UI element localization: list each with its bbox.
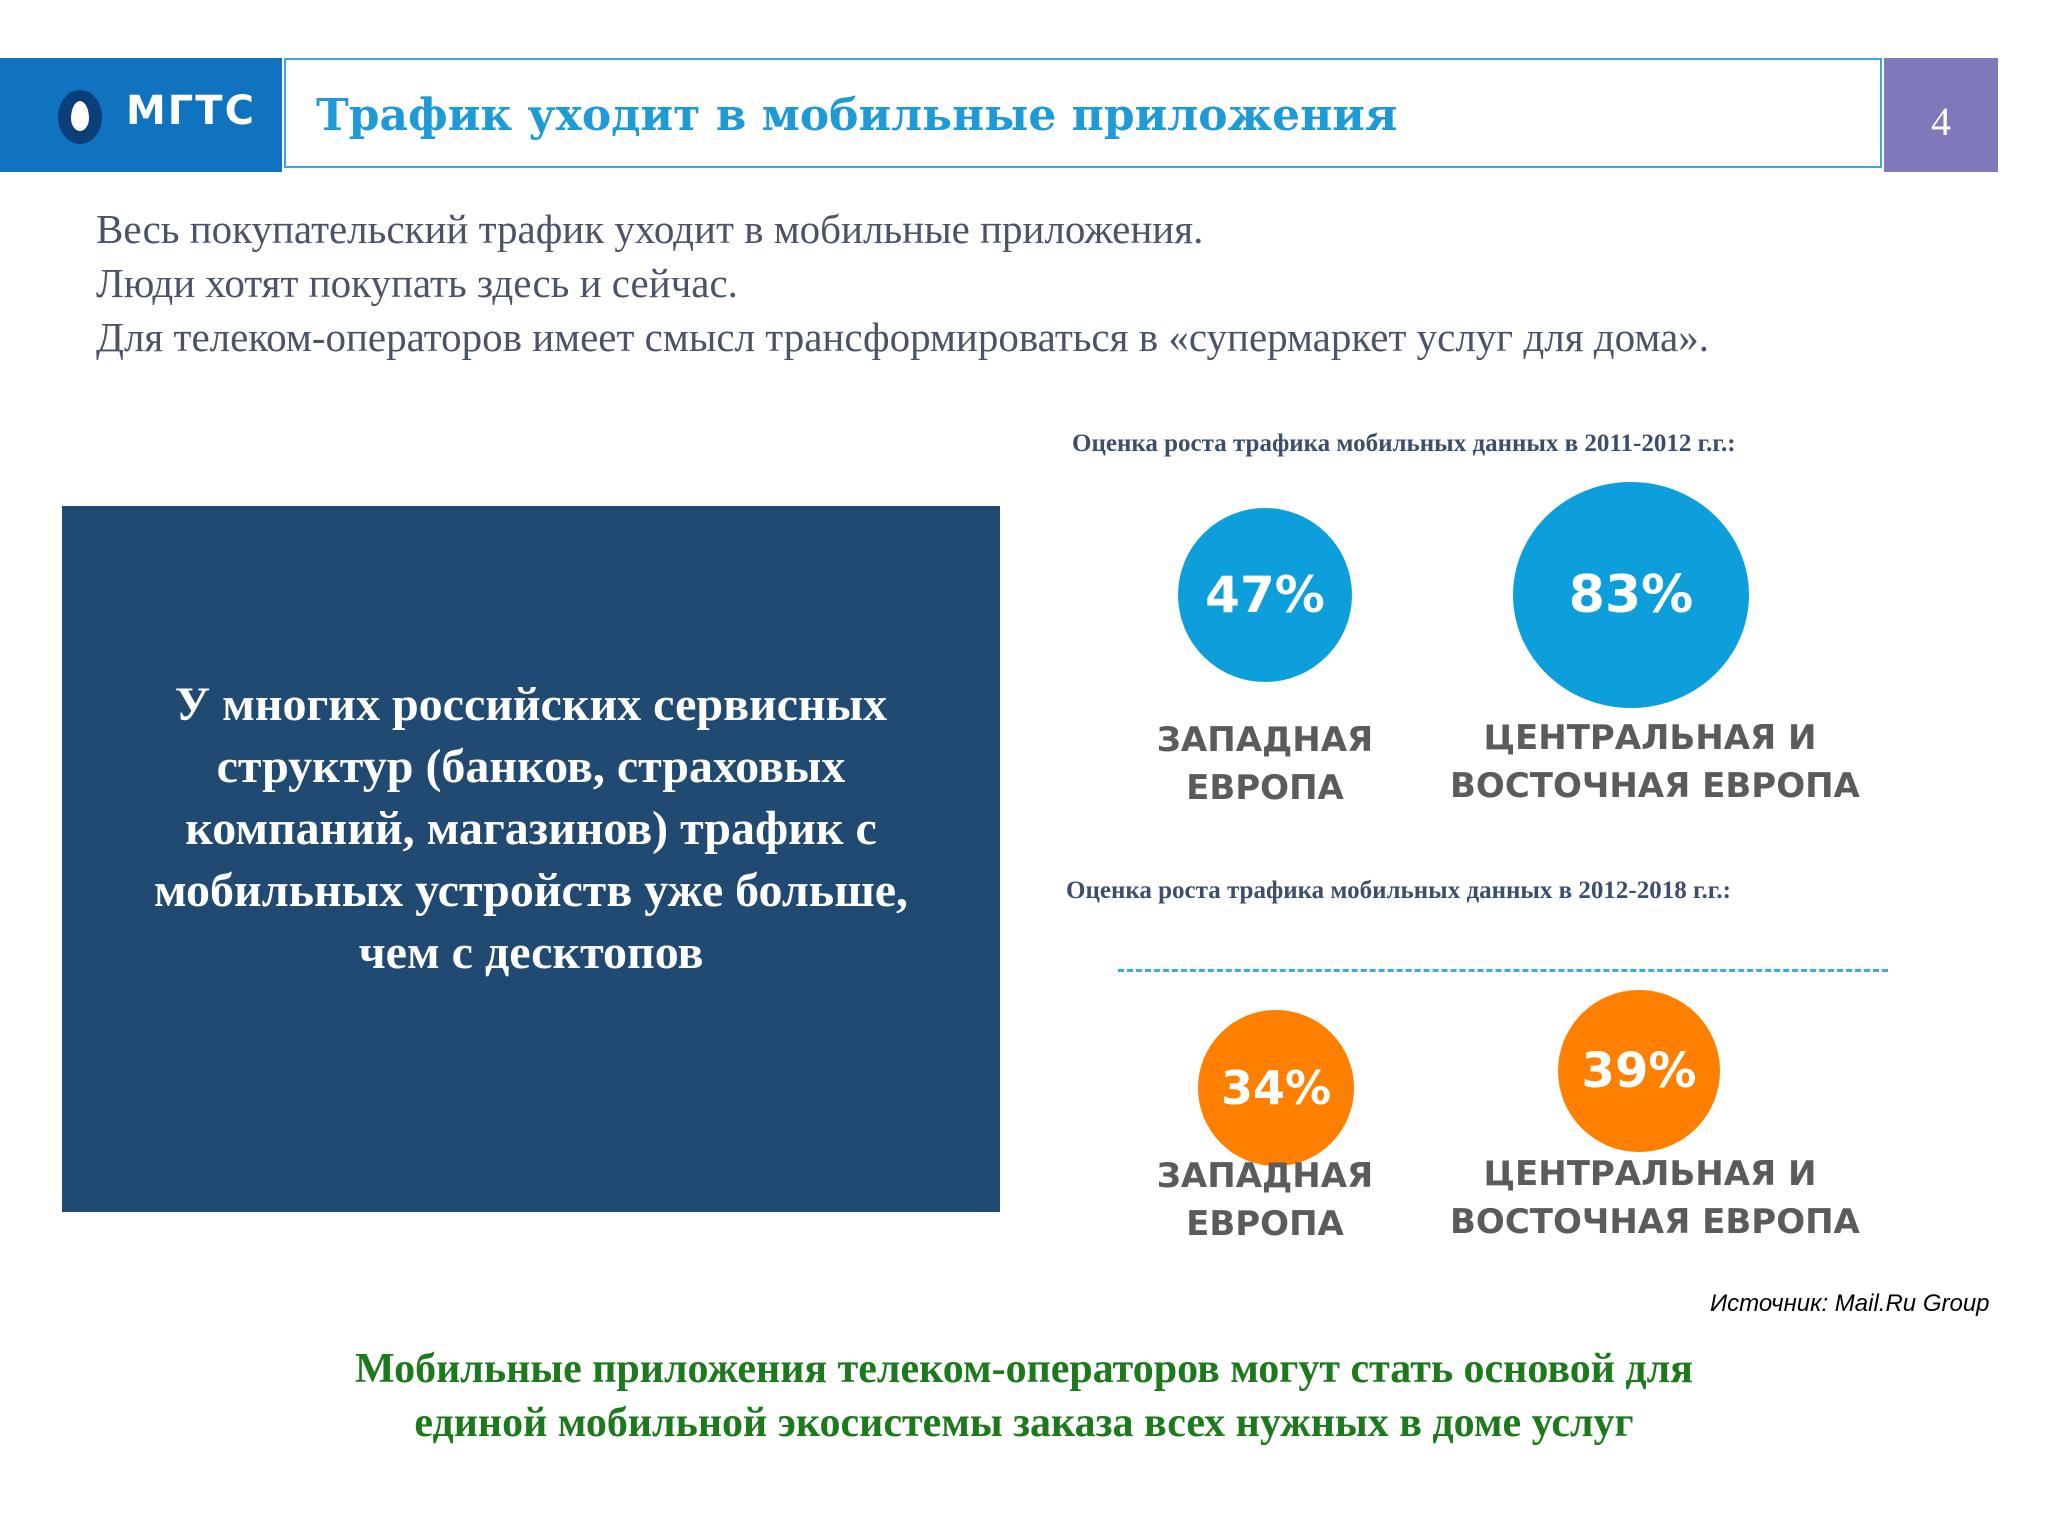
region-line: ВОСТОЧНАЯ ЕВРОПА <box>1450 766 1860 806</box>
region-line: ЦЕНТРАЛЬНАЯ И <box>1483 718 1817 758</box>
growth-bubble-western-europe-2011: 47% <box>1178 508 1352 682</box>
page-number-box: 4 <box>1884 58 1998 172</box>
growth-bubble-central-eastern-europe-2011: 83% <box>1513 482 1749 708</box>
callout-line: У многих российских сервисных <box>174 678 888 731</box>
region-label-central-eastern-europe: ЦЕНТРАЛЬНАЯ И ВОСТОЧНАЯ ЕВРОПА <box>1450 1150 1860 1246</box>
chart-title-2012-2018: Оценка роста трафика мобильных данных в … <box>1066 877 1731 904</box>
divider-dashed-line <box>1118 969 1888 972</box>
intro-text: Весь покупательский трафик уходит в моби… <box>96 202 1709 364</box>
intro-line: Весь покупательский трафик уходит в моби… <box>96 206 1204 252</box>
region-line: ЕВРОПА <box>1186 768 1344 808</box>
source-note: Источник: Mail.Ru Group <box>1710 1290 1990 1317</box>
bubble-value: 39% <box>1581 1043 1697 1099</box>
growth-bubble-central-eastern-europe-2012: 39% <box>1558 990 1720 1152</box>
conclusion-line: Мобильные приложения телеком-операторов … <box>355 1346 1693 1392</box>
conclusion-line: единой мобильной экосистемы заказа всех … <box>414 1400 1634 1446</box>
logo-block: МГТС <box>0 58 282 172</box>
growth-bubble-western-europe-2012: 34% <box>1198 1010 1354 1166</box>
region-line: ВОСТОЧНАЯ ЕВРОПА <box>1450 1202 1860 1242</box>
callout-text: У многих российских сервисных структур (… <box>91 674 971 984</box>
intro-line: Для телеком-операторов имеет смысл транс… <box>96 314 1709 360</box>
region-label-western-europe: ЗАПАДНАЯ ЕВРОПА <box>1105 1152 1425 1248</box>
region-label-central-eastern-europe: ЦЕНТРАЛЬНАЯ И ВОСТОЧНАЯ ЕВРОПА <box>1450 714 1860 810</box>
callout-line: структур (банков, страховых <box>216 740 846 793</box>
region-line: ЦЕНТРАЛЬНАЯ И <box>1483 1154 1817 1194</box>
intro-line: Люди хотят покупать здесь и сейчас. <box>96 260 738 306</box>
callout-line: компаний, магазинов) трафик с <box>185 802 877 855</box>
bubble-value: 34% <box>1220 1061 1332 1115</box>
region-line: ЕВРОПА <box>1186 1204 1344 1244</box>
title-bar: Трафик уходит в мобильные приложения <box>284 58 1882 168</box>
logo-text: МГТС <box>126 88 256 134</box>
page-number: 4 <box>1931 99 1951 144</box>
region-line: ЗАПАДНАЯ <box>1156 720 1374 760</box>
conclusion-text: Мобильные приложения телеком-операторов … <box>0 1342 2048 1450</box>
slide-title: Трафик уходит в мобильные приложения <box>316 90 1398 141</box>
callout-box: У многих российских сервисных структур (… <box>62 506 1000 1212</box>
logo-egg-icon <box>58 90 102 144</box>
region-label-western-europe: ЗАПАДНАЯ ЕВРОПА <box>1105 716 1425 812</box>
chart-title-2011-2012: Оценка роста трафика мобильных данных в … <box>1072 430 1736 457</box>
bubble-value: 47% <box>1205 566 1325 624</box>
region-line: ЗАПАДНАЯ <box>1156 1156 1374 1196</box>
bubble-value: 83% <box>1568 565 1694 625</box>
callout-line: мобильных устройств уже больше, <box>153 864 909 917</box>
callout-line: чем с десктопов <box>358 926 704 979</box>
